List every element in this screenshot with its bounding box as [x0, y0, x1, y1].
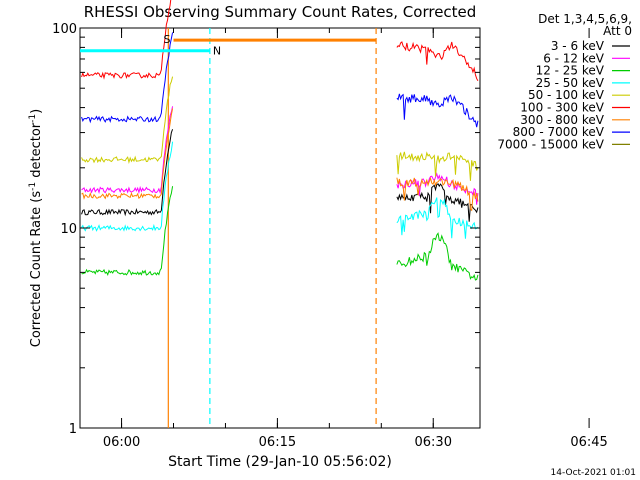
- series-line-before-gap: [81, 108, 174, 200]
- series-layer: [81, 0, 479, 281]
- y-axis-label: Corrected Count Rate (s-1 detector-1): [28, 109, 44, 347]
- x-tick-label: 06:15: [259, 435, 296, 450]
- series-line-after-gap: [396, 41, 479, 82]
- legend-entry-label: 300 - 800 keV: [520, 113, 604, 127]
- interval-bars: NS: [80, 33, 377, 58]
- y-axis-label-sup1: -1: [28, 182, 38, 191]
- legend-entry-label: 800 - 7000 keV: [513, 125, 605, 139]
- series-line-before-gap: [81, 186, 174, 276]
- series-line-before-gap: [81, 32, 174, 124]
- series-line-after-gap: [396, 93, 479, 128]
- y-tick-label: 1: [69, 422, 77, 437]
- x-tick-label: 06:30: [415, 435, 452, 450]
- saa-interval-label: S: [164, 33, 171, 46]
- series-line-after-gap: [396, 172, 479, 205]
- series-line-before-gap: [81, 76, 174, 165]
- legend-entry-label: 3 - 6 keV: [551, 39, 605, 53]
- series-line-after-gap: [396, 197, 479, 239]
- series-line-after-gap: [396, 151, 479, 181]
- y-tick-label: 100: [52, 22, 77, 37]
- legend-entry-label: 100 - 300 keV: [520, 101, 604, 115]
- axes-layer: 11010006:0006:1506:3006:4507:0007:1507:3…: [52, 22, 608, 450]
- x-axis-label: Start Time (29-Jan-10 05:56:02): [168, 454, 392, 470]
- series-line-before-gap: [81, 106, 174, 195]
- series-line-after-gap: [396, 232, 479, 281]
- legend-header-line1: Det 1,3,4,5,6,9,: [538, 12, 632, 26]
- legend-entry-label: 12 - 25 keV: [536, 64, 605, 78]
- legend-entry-label: 7000 - 15000 keV: [497, 137, 604, 151]
- y-tick-label: 10: [60, 222, 77, 237]
- legend-entry-label: 6 - 12 keV: [543, 51, 605, 65]
- footer-date: 14-Oct-2021 01:01: [551, 468, 636, 478]
- legend-entry-label: 50 - 100 keV: [528, 88, 605, 102]
- series-line-before-gap: [81, 0, 172, 80]
- interval-markers: [167, 28, 377, 428]
- legend-entry-label: 25 - 50 keV: [536, 76, 605, 90]
- series-line-after-gap: [396, 176, 479, 212]
- series-line-after-gap: [396, 183, 479, 222]
- legend-header-line2: Att 0: [603, 24, 632, 38]
- y-axis-label-end: ): [29, 109, 44, 114]
- x-tick-label: 06:45: [570, 435, 607, 450]
- y-axis-label-mid: detector: [29, 122, 44, 182]
- plot-frame: [79, 27, 481, 429]
- night-interval-label: N: [213, 45, 221, 58]
- series-line-before-gap: [81, 129, 174, 217]
- y-axis-label-sup2: -1: [28, 114, 38, 123]
- chart-title: RHESSI Observing Summary Count Rates, Co…: [84, 3, 477, 21]
- series-line-before-gap: [81, 141, 174, 232]
- x-tick-label: 06:00: [103, 435, 140, 450]
- y-axis-label-main: Corrected Count Rate (s: [29, 191, 44, 348]
